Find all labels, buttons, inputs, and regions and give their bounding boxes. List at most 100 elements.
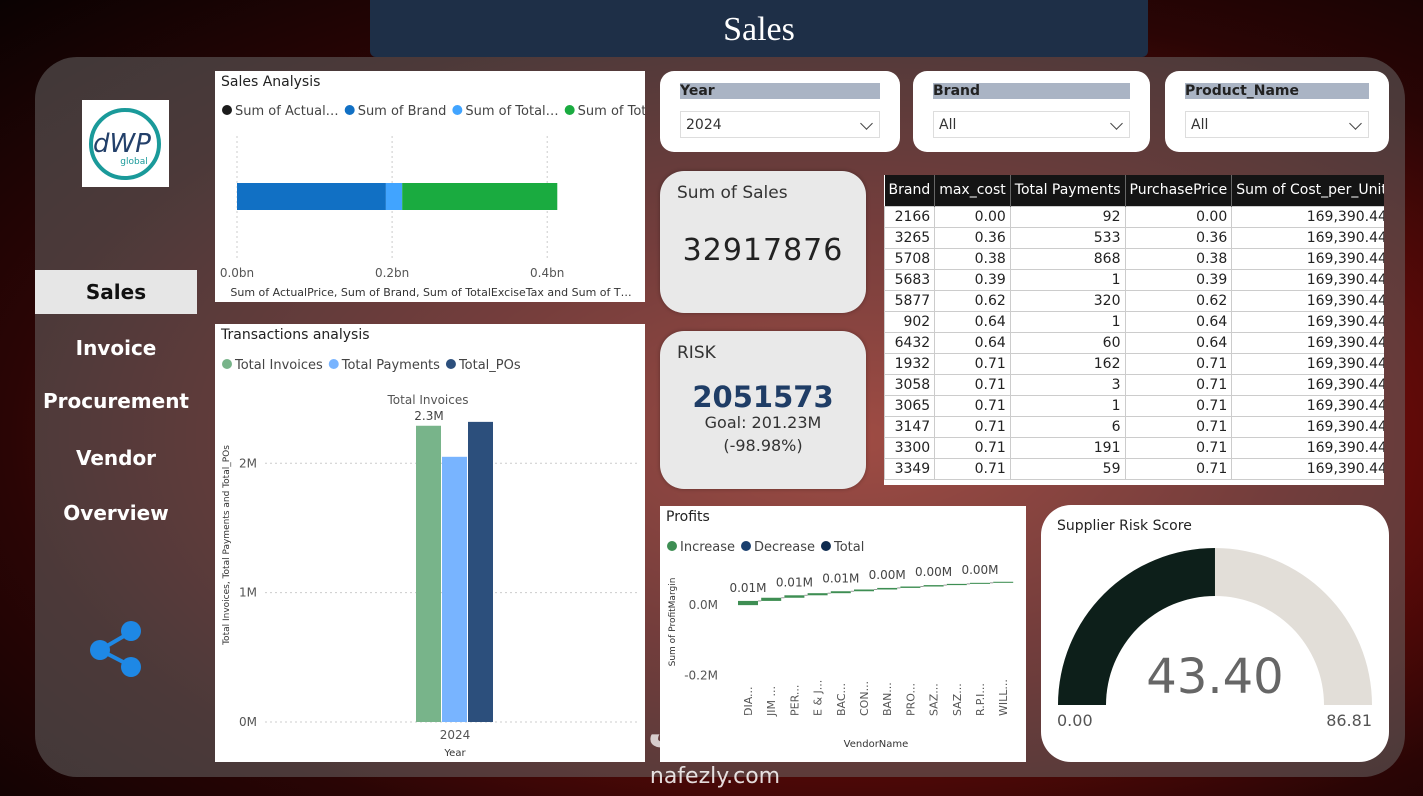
legend-label: Total — [833, 540, 864, 555]
column-header: PurchasePrice — [1125, 175, 1233, 206]
y-tick-label: 2M — [239, 456, 257, 470]
table-row: 3147 0.71 6 0.71 169,390.44 — [884, 415, 1384, 438]
slicer-label: Product_Name — [1185, 83, 1369, 99]
table-cell: 0.71 — [1124, 436, 1233, 459]
table-row: 3349 0.71 59 0.71 169,390.44 — [884, 457, 1384, 480]
table-cell: 3300 — [884, 436, 936, 459]
waterfall-step — [970, 582, 990, 584]
table-cell: 59 — [1009, 457, 1126, 480]
chart-panel: Sales Analysis Sum of Actual… Sum of Brand… — [215, 71, 659, 302]
gauge-value — [1058, 548, 1215, 705]
bar — [468, 421, 493, 722]
chart-title: Profits — [666, 509, 710, 525]
table-cell: 1 — [1009, 310, 1126, 333]
table-row: 1932 0.71 162 0.71 169,390.44 — [884, 352, 1384, 375]
slicer[interactable]: Product_Name All — [1165, 71, 1389, 152]
table-cell: 0.64 — [934, 331, 1011, 354]
table-cell: 0.71 — [1124, 394, 1233, 417]
data-table: Brand max_cost Total Payments PurchasePrice… — [884, 175, 1384, 480]
table-cell: 169,390.44 — [1231, 205, 1384, 228]
legend-marker — [667, 541, 677, 551]
data-label: 0.00M — [961, 563, 998, 577]
gauge-value-label: 43.40 — [1146, 649, 1283, 705]
x-tick-label: WILL... — [997, 679, 1010, 716]
nav-item[interactable]: Overview — [63, 501, 169, 525]
kpi-value: 2051573 — [692, 380, 834, 414]
table-cell: 191 — [1009, 436, 1126, 459]
legend-marker — [328, 359, 339, 369]
x-axis-title: VendorName — [844, 739, 909, 750]
x-tick-label: DIA... — [742, 686, 755, 716]
legend-label: Sum of Actual… — [235, 104, 339, 119]
table-cell: 169,390.44 — [1231, 226, 1384, 249]
waterfall-step — [993, 581, 1014, 583]
kpi-label: Sum of Sales — [677, 183, 788, 203]
nav-item[interactable]: Sales — [35, 270, 197, 314]
legend-marker — [222, 359, 232, 369]
x-tick-label: CON... — [858, 681, 871, 716]
slicer[interactable]: Year 2024 — [660, 71, 900, 152]
table-cell: 2166 — [884, 205, 936, 228]
x-axis-title: Sum of ActualPrice, Sum of Brand, Sum of… — [230, 286, 631, 299]
y-axis-title: Sum of ProfitMargin — [668, 578, 678, 667]
slicer-dropdown[interactable]: 2024 — [680, 111, 880, 138]
legend-marker — [741, 541, 752, 551]
legend-marker — [445, 359, 456, 369]
table-row: 5683 0.39 1 0.39 169,390.44 — [884, 268, 1384, 291]
table-cell: 0.36 — [934, 226, 1011, 249]
y-tick-label: 1M — [239, 586, 257, 600]
kpi-label: RISK — [677, 343, 716, 363]
watermark: nafezly.com — [649, 764, 781, 789]
kpi-card: RISK 2051573 Goal: 201.23M (-98.98%) — [660, 331, 866, 489]
nav-item[interactable]: Invoice — [75, 336, 157, 360]
table-row: 5708 0.38 868 0.38 169,390.44 — [884, 247, 1384, 270]
legend-marker — [222, 105, 232, 115]
x-tick-label: JIM ... — [765, 686, 778, 717]
legend-label: Decrease — [754, 540, 815, 555]
chart: Supplier Risk Score 43.40 0.00 86.81 — [1057, 518, 1372, 730]
table-cell: 0.62 — [1124, 289, 1233, 312]
table-cell: 3265 — [884, 226, 936, 249]
x-tick-label: PRO... — [904, 683, 917, 716]
legend-marker — [344, 105, 355, 115]
table-cell: 169,390.44 — [1231, 310, 1384, 333]
x-tick-label: E & J... — [812, 680, 825, 716]
x-tick-label: 0.4bn — [530, 266, 564, 280]
column-header: Brand — [884, 175, 936, 206]
bar — [442, 456, 467, 722]
table-row: 6432 0.64 60 0.64 169,390.44 — [884, 331, 1384, 354]
share-icon[interactable] — [86, 618, 148, 680]
data-table-container[interactable]: Brand max_cost Total Payments PurchasePrice… — [884, 175, 1384, 485]
chart-title: Sales Analysis — [221, 74, 320, 90]
table-cell: 169,390.44 — [1231, 436, 1384, 459]
table-cell: 3 — [1009, 373, 1126, 396]
table-cell: 169,390.44 — [1231, 373, 1384, 396]
table-cell: 1 — [1009, 394, 1126, 417]
data-label: 2.3M — [414, 409, 443, 423]
table-cell: 5708 — [884, 247, 936, 270]
table-cell: 3058 — [884, 373, 936, 396]
x-tick-label: 0.0bn — [220, 266, 254, 280]
nav-item[interactable]: Procurement — [43, 389, 189, 413]
y-tick-label: 0.0M — [689, 598, 718, 612]
x-tick-label: R.P.I... — [974, 683, 987, 716]
table-row: 3065 0.71 1 0.71 169,390.44 — [884, 394, 1384, 417]
waterfall-step — [761, 597, 782, 601]
table-cell: 0.71 — [934, 373, 1011, 396]
x-tick-label: 2024 — [440, 728, 471, 742]
nav-item[interactable]: Vendor — [75, 446, 157, 470]
slicer-dropdown[interactable]: All — [933, 111, 1130, 138]
slicer-dropdown[interactable]: All — [1185, 111, 1369, 138]
table-row: 2166 0.00 92 0.00 169,390.44 — [884, 205, 1384, 228]
x-tick-label: SAZ... — [928, 683, 941, 716]
table-cell: 1 — [1009, 268, 1126, 291]
table-cell: 0.64 — [934, 310, 1011, 333]
slicer[interactable]: Brand All — [913, 71, 1150, 152]
table-cell: 0.62 — [934, 289, 1011, 312]
table-cell: 5683 — [884, 268, 936, 291]
table-cell: 0.71 — [1124, 352, 1233, 375]
legend-label: Total Invoices — [234, 358, 323, 373]
table-cell: 169,390.44 — [1231, 457, 1384, 480]
chart-panel: Transactions analysis Total Invoices Total… — [215, 324, 645, 762]
kpi-card: Sum of Sales 32917876 — [660, 171, 866, 313]
